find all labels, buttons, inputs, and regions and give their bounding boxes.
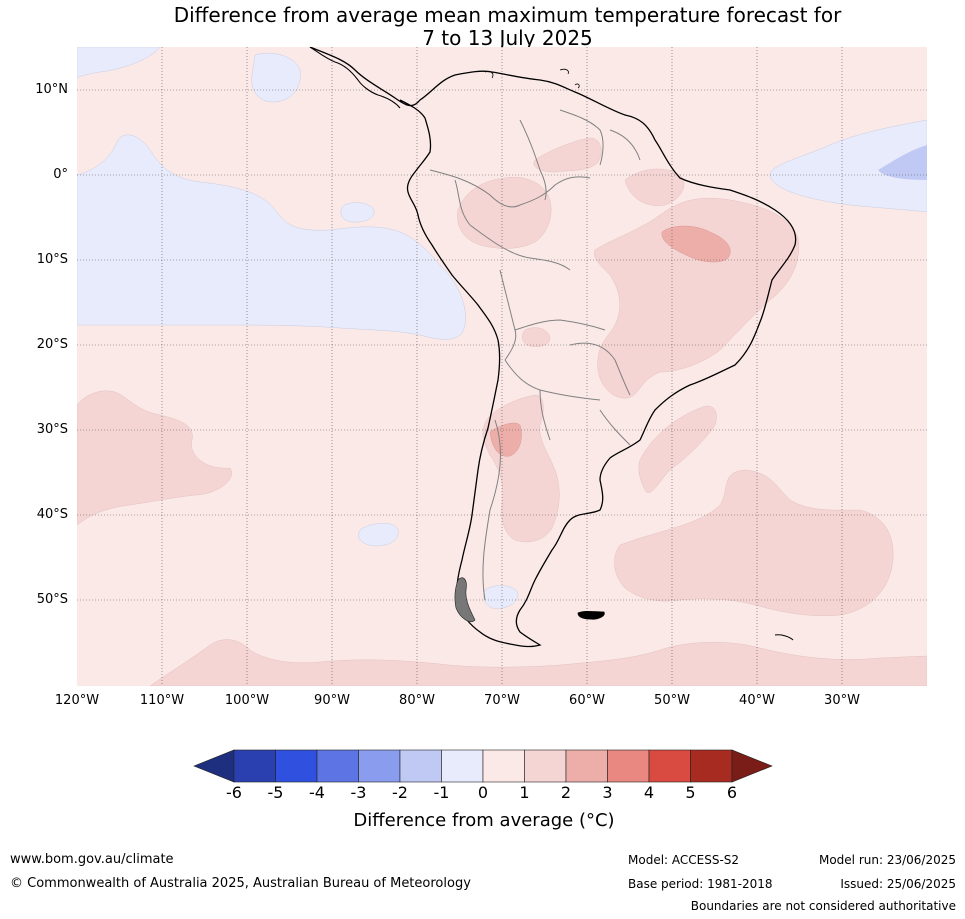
colorbar-tick-label: 2	[560, 783, 572, 802]
colorbar-bin	[607, 749, 650, 783]
lon-label-110w: 110°W	[139, 693, 185, 708]
country-boundaries	[429, 109, 641, 601]
copyright-text: © Commonwealth of Australia 2025, Austra…	[10, 876, 471, 891]
lon-label-120w: 120°W	[54, 693, 100, 708]
lon-label-60w: 60°W	[569, 693, 605, 708]
chile-archipelago	[454, 577, 476, 622]
lat-label-40s: 40°S	[36, 507, 68, 522]
title-line-2: 7 to 13 July 2025	[422, 26, 593, 50]
colorbar-bin	[648, 749, 691, 783]
lon-label-30w: 30°W	[824, 693, 860, 708]
colorbar-bin	[233, 749, 276, 783]
colorbar-bin	[524, 749, 567, 783]
colorbar-bin	[482, 749, 525, 783]
lon-label-50w: 50°W	[654, 693, 690, 708]
colorbar-bin	[275, 749, 318, 783]
lat-label-30s: 30°S	[36, 422, 68, 437]
graticule	[77, 47, 927, 686]
cool-region-eastern-pacific	[77, 134, 466, 340]
colorbar-extend-high	[731, 749, 773, 783]
colorbar-tick-label: 5	[685, 783, 696, 802]
colorbar	[193, 749, 773, 783]
warm-region-uruguay	[638, 405, 717, 493]
colorbar-bin	[441, 749, 484, 783]
map-svg	[77, 47, 927, 686]
lat-label-10n: 10°N	[35, 82, 68, 97]
colorbar-bin	[316, 749, 359, 783]
colorbar-title: Difference from average (°C)	[353, 810, 615, 831]
cool-region-atlantic-core	[878, 145, 927, 180]
colorbar-extend-low	[193, 749, 235, 783]
website-text: www.bom.gov.au/climate	[10, 852, 174, 867]
model-run-text: Model run: 23/06/2025	[818, 853, 956, 867]
colorbar-tick-label: 1	[519, 783, 530, 802]
warm-region-amazon	[457, 177, 552, 249]
colorbar-tick-label: -4	[309, 783, 325, 802]
south-america-coastline	[309, 47, 797, 648]
lat-label-10s: 10°S	[36, 252, 68, 267]
falkland-islands	[577, 610, 605, 620]
colorbar-tick-label: -6	[226, 783, 242, 802]
colorbar-tick-label: 0	[477, 783, 489, 802]
lon-label-80w: 80°W	[399, 693, 435, 708]
cool-region-pacific-blob	[340, 202, 375, 223]
lon-label-90w: 90°W	[314, 693, 350, 708]
warm-region-southwest-pacific	[77, 390, 232, 526]
warm-region-brazil-east	[624, 168, 685, 206]
warm-region-venezuela	[533, 137, 602, 173]
lon-label-40w: 40°W	[739, 693, 775, 708]
map-title: Difference from average mean maximum tem…	[0, 4, 965, 50]
colorbar-tick-label: 3	[602, 783, 613, 802]
colorbar-tick-label: -3	[350, 783, 367, 802]
lon-label-70w: 70°W	[484, 693, 520, 708]
warm-region-south-atlantic	[614, 469, 894, 617]
cool-region-north-pacific	[77, 47, 161, 79]
forecast-map: 10°N 0° 10°S 20°S 30°S 40°S 50°S 120°W 1…	[35, 47, 927, 708]
colorbar-tick-label: -1	[433, 783, 450, 802]
cool-region-patagonia	[483, 585, 519, 609]
colorbar-tick-label: 4	[643, 783, 655, 802]
central-america-coastline	[309, 47, 401, 109]
colorbar-tick-label: -2	[392, 783, 408, 802]
issued-text: Issued: 25/06/2025	[840, 877, 956, 891]
lon-label-100w: 100°W	[224, 693, 270, 708]
title-line-1: Difference from average mean maximum tem…	[173, 3, 842, 27]
model-text: Model: ACCESS-S2	[628, 853, 740, 867]
warm-region-deep-south	[149, 639, 927, 686]
cool-region-pacific-blob-2	[358, 523, 399, 547]
warm-region-bolivia	[522, 327, 551, 347]
colorbar-tick-label: -5	[267, 783, 284, 802]
hot-region-brazil	[661, 225, 731, 263]
lat-label-50s: 50°S	[36, 592, 68, 607]
colorbar-bin	[690, 749, 733, 783]
disclaimer-text: Boundaries are not considered authoritat…	[690, 899, 956, 913]
colorbar-bin	[358, 749, 401, 783]
colorbar-tick-label: 6	[726, 783, 738, 802]
caribbean-islands	[484, 68, 580, 89]
warm-region-brazil	[594, 197, 800, 399]
south-georgia	[774, 634, 794, 641]
base-period-text: Base period: 1981-2018	[628, 877, 773, 891]
colorbar-bin	[399, 749, 442, 783]
colorbar-bin	[565, 749, 608, 783]
lat-label-0: 0°	[53, 167, 68, 182]
lat-label-20s: 20°S	[36, 337, 68, 352]
